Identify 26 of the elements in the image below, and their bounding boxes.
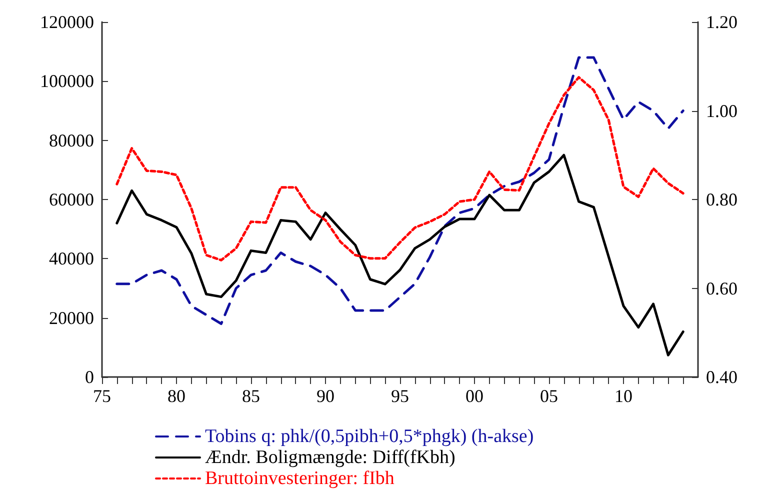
legend-label: Tobins q: phk/(0,5pibh+0,5*phgk) (h-akse)	[205, 426, 534, 447]
x-tick-label: 10	[614, 386, 632, 406]
x-tick-label: 75	[93, 386, 111, 406]
x-tick-label: 05	[540, 386, 558, 406]
y-tick-label: 60000	[49, 190, 94, 210]
x-tick-label: 95	[391, 386, 409, 406]
y-tick-label: 40000	[49, 248, 94, 269]
y-tick-label: 80000	[49, 130, 94, 150]
x-tick-label: 00	[466, 386, 484, 406]
y2-tick-label: 0.40	[706, 367, 738, 387]
x-tick-label: 90	[316, 386, 334, 406]
y2-tick-label: 1.00	[706, 100, 738, 121]
line-series	[116, 56, 684, 325]
legend-label: Bruttoinvesteringer: fIbh	[205, 468, 395, 489]
y-tick-label: 0	[85, 367, 94, 387]
y2-tick-label: 0.60	[706, 278, 738, 298]
line-series	[116, 154, 684, 356]
y2-tick-label: 0.80	[706, 190, 738, 210]
y-tick-label: 20000	[49, 308, 94, 328]
y-tick-label: 100000	[40, 71, 94, 92]
y2-tick-label: 1.20	[706, 12, 738, 32]
x-tick-label: 80	[168, 386, 186, 406]
legend-label: Ændr. Boligmængde: Diff(fKbh)	[205, 447, 456, 468]
x-tick-label: 85	[242, 386, 260, 406]
y-tick-label: 120000	[40, 12, 94, 32]
line-series	[116, 76, 684, 262]
